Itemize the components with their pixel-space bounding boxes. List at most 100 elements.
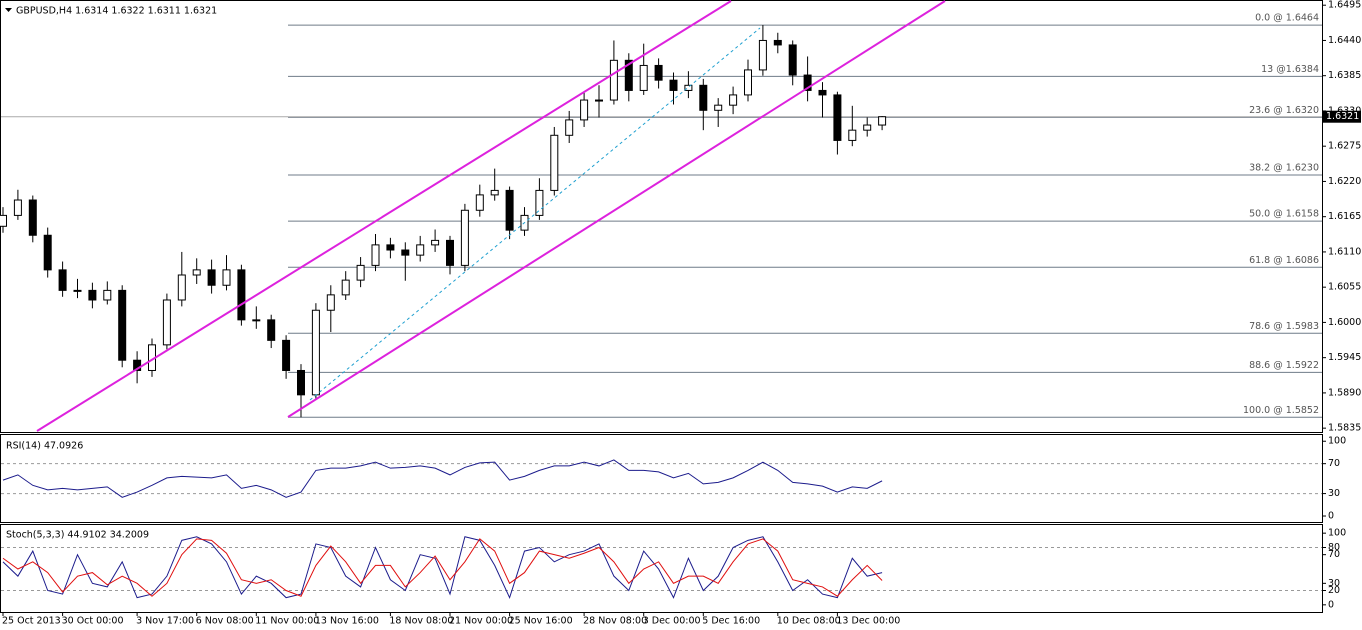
candle-body (535, 189, 544, 216)
candle-body (863, 124, 872, 131)
candle-body (505, 189, 514, 231)
fib-label: 23.6 @ 1.6320 (1249, 105, 1319, 116)
y-tick-label: 1.6165 (1328, 211, 1361, 222)
candle-body (326, 294, 335, 311)
y-tick-label: 1.6275 (1328, 141, 1361, 152)
candle-body (416, 244, 425, 256)
x-tick-label: 11 Nov 00:00 (255, 616, 319, 627)
candle-body (446, 239, 454, 266)
candle-body (118, 289, 127, 361)
candle-body (282, 339, 291, 371)
candle-body (28, 199, 37, 236)
x-tick-label: 5 Dec 16:00 (702, 616, 760, 627)
y-tick-label: 0 (1328, 599, 1334, 610)
y-tick-label: 1.6055 (1328, 282, 1361, 293)
y-tick-label: 30 (1328, 488, 1340, 499)
channel-lower (287, 0, 946, 418)
candle-body (58, 269, 67, 291)
candle-body (788, 44, 797, 76)
x-tick-label: 25 Oct 2013 (2, 616, 61, 627)
candle-body (654, 64, 663, 81)
stoch-panel (0, 524, 1323, 613)
candle-body (311, 309, 320, 396)
candle-body (103, 289, 112, 301)
candle-body (252, 319, 261, 322)
candle-body (401, 249, 410, 256)
candle-body (162, 299, 171, 346)
x-tick-label: 6 Nov 08:00 (196, 616, 254, 627)
y-tick-label: 1.5890 (1328, 387, 1361, 398)
candle-body (386, 244, 395, 251)
y-tick-label: 30 (1328, 578, 1340, 589)
candle-body (758, 39, 767, 71)
candle-body (684, 84, 693, 91)
candle-body (13, 199, 22, 216)
candle-body (565, 119, 574, 136)
candle-body (818, 89, 827, 96)
candle-body (744, 69, 752, 96)
candle-body (431, 239, 440, 246)
channel-upper (36, 0, 732, 432)
chart-title: GBPUSD,H4 1.6314 1.6322 1.6311 1.6321 (16, 6, 217, 17)
candle-body (773, 39, 782, 46)
candle-body (267, 319, 276, 341)
candle-body (237, 269, 246, 321)
price-tag (1323, 110, 1361, 123)
y-tick-label: 1.6220 (1328, 176, 1361, 187)
fib-label: 61.8 @ 1.6086 (1249, 255, 1319, 266)
candle-body (43, 234, 52, 271)
y-tick-label: 1.6110 (1328, 246, 1361, 257)
candle-body (714, 104, 723, 111)
candle-body (0, 214, 7, 227)
candle-body (222, 269, 231, 286)
y-tick-label: 100 (1328, 436, 1346, 447)
candle-body (490, 189, 499, 196)
y-tick-label: 80 (1328, 542, 1340, 553)
y-tick-label: 70 (1328, 549, 1340, 560)
candle-body (878, 116, 887, 126)
y-tick-label: 1.6385 (1328, 70, 1361, 81)
candle-body (624, 59, 633, 91)
candle-body (669, 79, 678, 91)
candle-body (639, 64, 648, 91)
x-tick-label: 3 Dec 00:00 (643, 616, 701, 627)
candle-body (297, 369, 305, 396)
symbol-arrow (5, 8, 12, 12)
rsi-panel (0, 434, 1323, 523)
y-tick-label: 20 (1328, 585, 1340, 596)
candle-body (595, 99, 603, 102)
fib-label: 100.0 @ 1.5852 (1243, 405, 1319, 416)
y-tick-label: 1.5835 (1328, 423, 1361, 434)
fib-label: 13 @1.6384 (1261, 64, 1319, 75)
candle-body (699, 84, 708, 111)
x-tick-label: 18 Nov 08:00 (389, 616, 453, 627)
fib-label: 88.6 @ 1.5922 (1249, 360, 1319, 371)
candle-body (803, 74, 812, 91)
x-tick-label: 3 Nov 17:00 (136, 616, 194, 627)
x-tick-label: 30 Oct 00:00 (62, 616, 124, 627)
fib-base-line (309, 27, 761, 401)
fib-label: 50.0 @ 1.6158 (1249, 209, 1319, 220)
indicator-line (2, 538, 883, 597)
price-tag-label: 1.6321 (1326, 111, 1359, 122)
candle-body (207, 269, 216, 286)
candle-body (580, 99, 589, 121)
candle-body (833, 94, 842, 141)
x-tick-label: 25 Nov 16:00 (509, 616, 573, 627)
y-tick-label: 1.6495 (1328, 0, 1361, 11)
candle-body (729, 94, 738, 106)
candle-body (550, 134, 559, 191)
x-tick-label: 13 Nov 16:00 (315, 616, 379, 627)
x-tick-label: 28 Nov 08:00 (583, 616, 647, 627)
y-tick-label: 70 (1328, 458, 1340, 469)
candle-body (73, 289, 82, 292)
candle-body (460, 209, 469, 266)
candle-body (356, 264, 365, 281)
fib-label: 78.6 @ 1.5983 (1249, 321, 1319, 332)
candle-body (609, 59, 618, 101)
y-tick-label: 100 (1328, 528, 1346, 539)
fib-label: 0.0 @ 1.6464 (1255, 13, 1319, 24)
candle-body (371, 244, 380, 266)
rsi-title: RSI(14) 47.0926 (6, 441, 83, 452)
